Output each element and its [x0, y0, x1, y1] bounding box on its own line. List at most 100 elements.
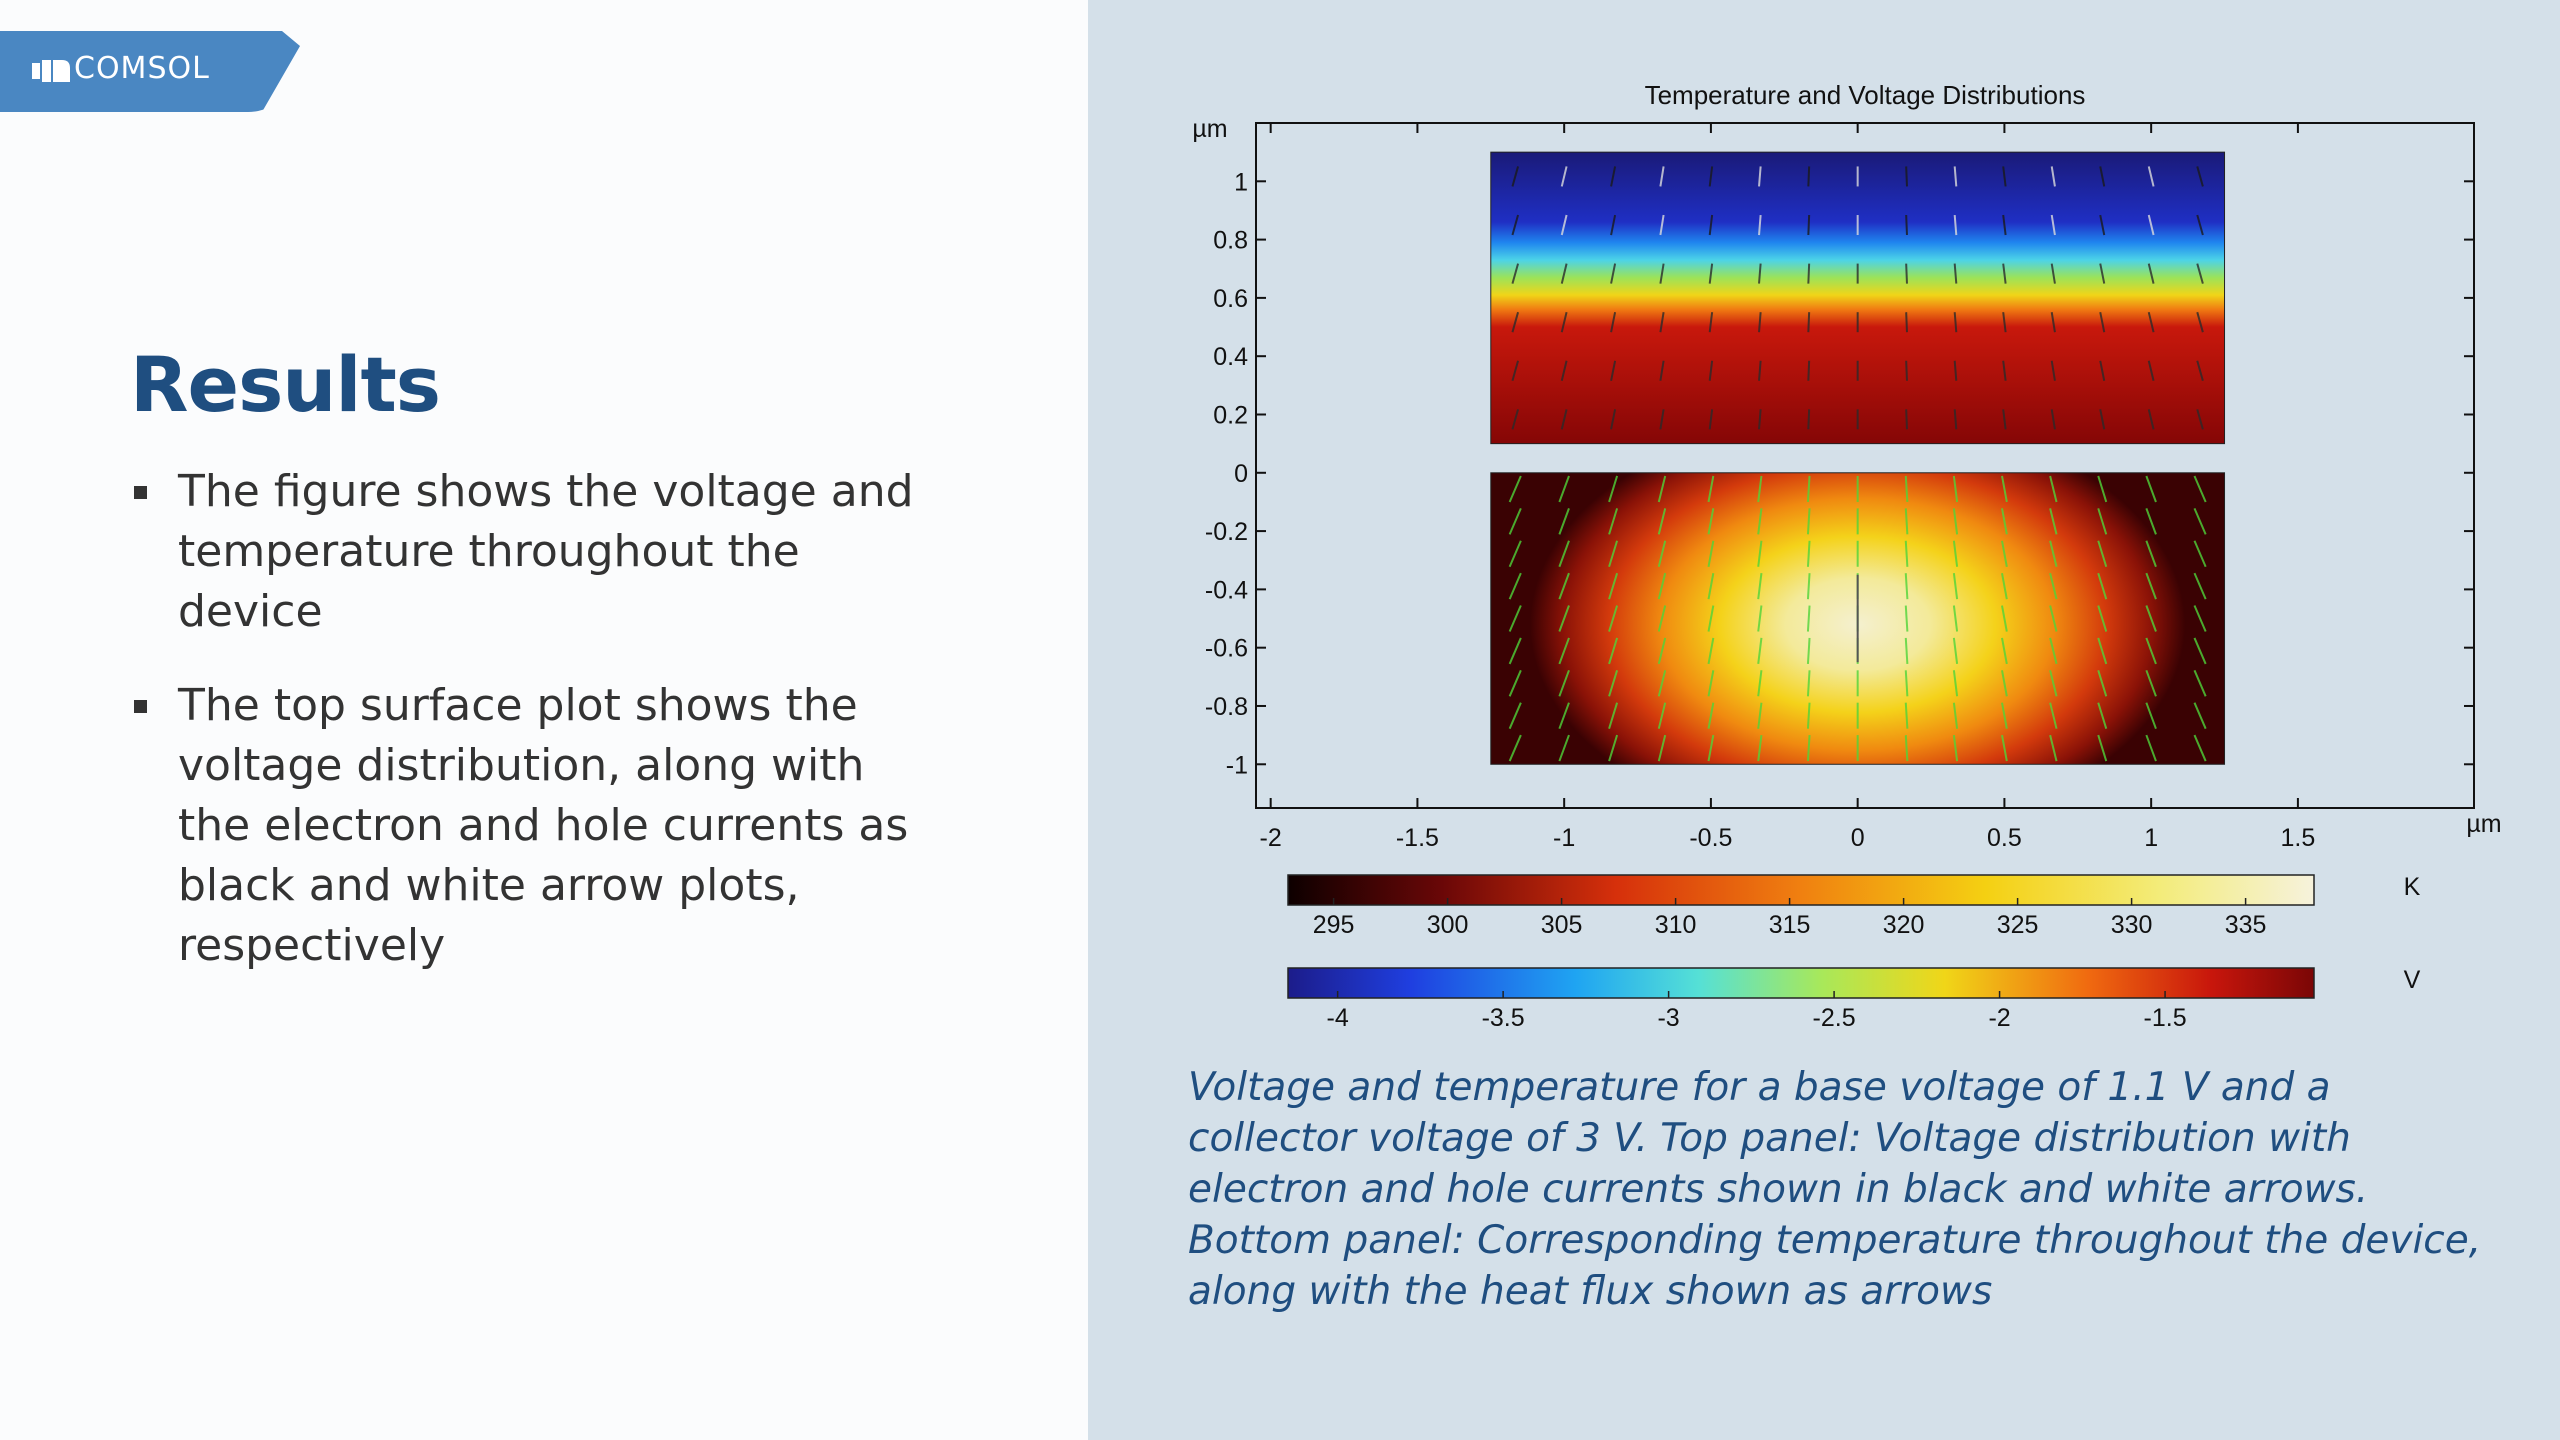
- temperature-arrow: [2145, 475, 2157, 503]
- y-tick-label: 0: [1234, 460, 1248, 488]
- temperature-arrow: [1806, 605, 1811, 632]
- temperature-arrow: [2097, 702, 2108, 729]
- temperature-arrow: [2145, 637, 2157, 665]
- temperature-arrow: [1904, 735, 1909, 762]
- temperature-arrow: [1558, 475, 1570, 503]
- temperature-arrow: [1508, 540, 1522, 568]
- temperature-arrow: [1952, 508, 1959, 535]
- temperature-arrow: [1806, 735, 1811, 762]
- temperature-arrow: [2097, 734, 2108, 762]
- temperature-arrow: [1904, 508, 1909, 535]
- bullet-item: The top surface plot shows the voltage d…: [130, 676, 930, 976]
- voltage-arrow: [1560, 263, 1568, 284]
- y-tick-label: 1: [1234, 168, 1248, 196]
- voltage-arrow: [1560, 409, 1568, 430]
- temperature-arrow: [2193, 507, 2207, 535]
- temperature-arrow: [1952, 475, 1959, 503]
- voltage-arrow: [2099, 214, 2106, 236]
- voltage-arrow: [1708, 214, 1714, 236]
- temperature-arrow: [1952, 605, 1959, 632]
- temperature-arrow: [2193, 734, 2207, 762]
- voltage-arrow: [2050, 360, 2056, 381]
- temperature-arrow: [2049, 605, 2058, 632]
- temperature-arrow: [1806, 508, 1811, 535]
- temperature-arrow: [1508, 605, 1522, 632]
- colorbar-tick-label: 300: [1427, 911, 1469, 939]
- voltage-arrow: [2002, 360, 2007, 381]
- temperature-arrow: [1558, 508, 1570, 535]
- y-axis-unit: µm: [1192, 115, 1227, 143]
- logo-text: COMSOL: [74, 51, 210, 86]
- voltage-arrow: [1953, 263, 1958, 284]
- temperature-arrow: [2097, 540, 2108, 568]
- y-tick-label: -0.6: [1205, 635, 1248, 663]
- temperature-arrow: [1806, 670, 1811, 697]
- temperature-arrow: [1806, 475, 1811, 503]
- temperature-arrow: [2145, 605, 2157, 632]
- temperature-arrow: [1806, 573, 1811, 600]
- voltage-arrow: [2147, 263, 2155, 284]
- x-tick-label: -2: [1260, 824, 1282, 852]
- temperature-arrow: [2001, 508, 2008, 535]
- voltage-arrow: [2196, 166, 2204, 187]
- temperature-arrow: [1657, 475, 1667, 503]
- temperature-arrow: [2049, 637, 2058, 665]
- slide-text-panel: COMSOL Results The figure shows the volt…: [0, 0, 1088, 1440]
- voltage-arrow: [1511, 166, 1520, 187]
- voltage-arrow: [2050, 166, 2056, 187]
- voltage-arrow: [1610, 166, 1617, 187]
- x-tick-label: 1.5: [2281, 824, 2316, 852]
- temperature-arrow: [2097, 572, 2108, 600]
- voltage-arrow: [2196, 263, 2204, 284]
- voltage-arrow: [2147, 214, 2155, 236]
- temperature-arrow: [2145, 702, 2157, 730]
- temperature-arrow: [1558, 637, 1570, 665]
- temperature-arrow: [1952, 702, 1959, 729]
- voltage-arrow: [2196, 214, 2204, 236]
- temperature-arrow: [1558, 572, 1570, 600]
- bullet-item: The figure shows the voltage and tempera…: [130, 462, 930, 642]
- voltage-arrow: [1659, 360, 1665, 381]
- voltage-arrow: [1659, 263, 1665, 284]
- temperature-arrow: [1904, 670, 1909, 697]
- voltage-arrow: [2099, 311, 2106, 333]
- temperature-arrow: [1657, 734, 1667, 762]
- voltage-arrow: [1560, 214, 1568, 236]
- voltage-arrow: [1610, 409, 1617, 430]
- voltage-arrow: [1659, 166, 1665, 187]
- temperature-arrow: [2001, 475, 2008, 503]
- colorbar-unit-label: K: [2404, 873, 2421, 901]
- temperature-arrow: [1657, 637, 1667, 665]
- temperature-arrow: [1657, 605, 1667, 632]
- colorbar-tick-label: -1.5: [2144, 1004, 2187, 1032]
- colorbar-tick-label: -4: [1327, 1004, 1349, 1032]
- temperature-arrow: [2001, 572, 2008, 600]
- temperature-arrow: [2049, 670, 2058, 697]
- temperature-arrow: [2049, 475, 2058, 503]
- temperature-arrow: [1608, 572, 1619, 600]
- temperature-arrow: [2193, 669, 2207, 697]
- voltage-arrow: [1659, 312, 1665, 333]
- voltage-arrow: [1807, 214, 1811, 236]
- voltage-arrow: [2002, 312, 2007, 333]
- bullet-square-icon: [134, 486, 147, 499]
- voltage-arrow: [2196, 360, 2204, 382]
- voltage-arrow: [1659, 409, 1665, 430]
- temperature-arrow: [1707, 702, 1715, 729]
- voltage-arrow: [1807, 312, 1811, 333]
- voltage-arrow: [2099, 360, 2106, 381]
- voltage-arrow: [1758, 263, 1762, 284]
- temperature-arrow: [1657, 702, 1667, 729]
- y-tick-label: -1: [1226, 751, 1248, 779]
- temperature-arrow: [1558, 605, 1570, 632]
- voltage-arrow: [1511, 214, 1520, 236]
- temperature-arrow: [1558, 540, 1570, 568]
- voltage-arrow: [1905, 312, 1908, 333]
- temperature-arrow: [1508, 702, 1522, 730]
- temperature-arrow: [1707, 475, 1715, 503]
- colorbar-tick-label: 315: [1769, 911, 1811, 939]
- temperature-arrow: [1608, 702, 1619, 729]
- temperature-arrow: [1952, 734, 1959, 762]
- temperature-arrow: [2049, 508, 2058, 535]
- voltage-arrow: [2147, 409, 2155, 430]
